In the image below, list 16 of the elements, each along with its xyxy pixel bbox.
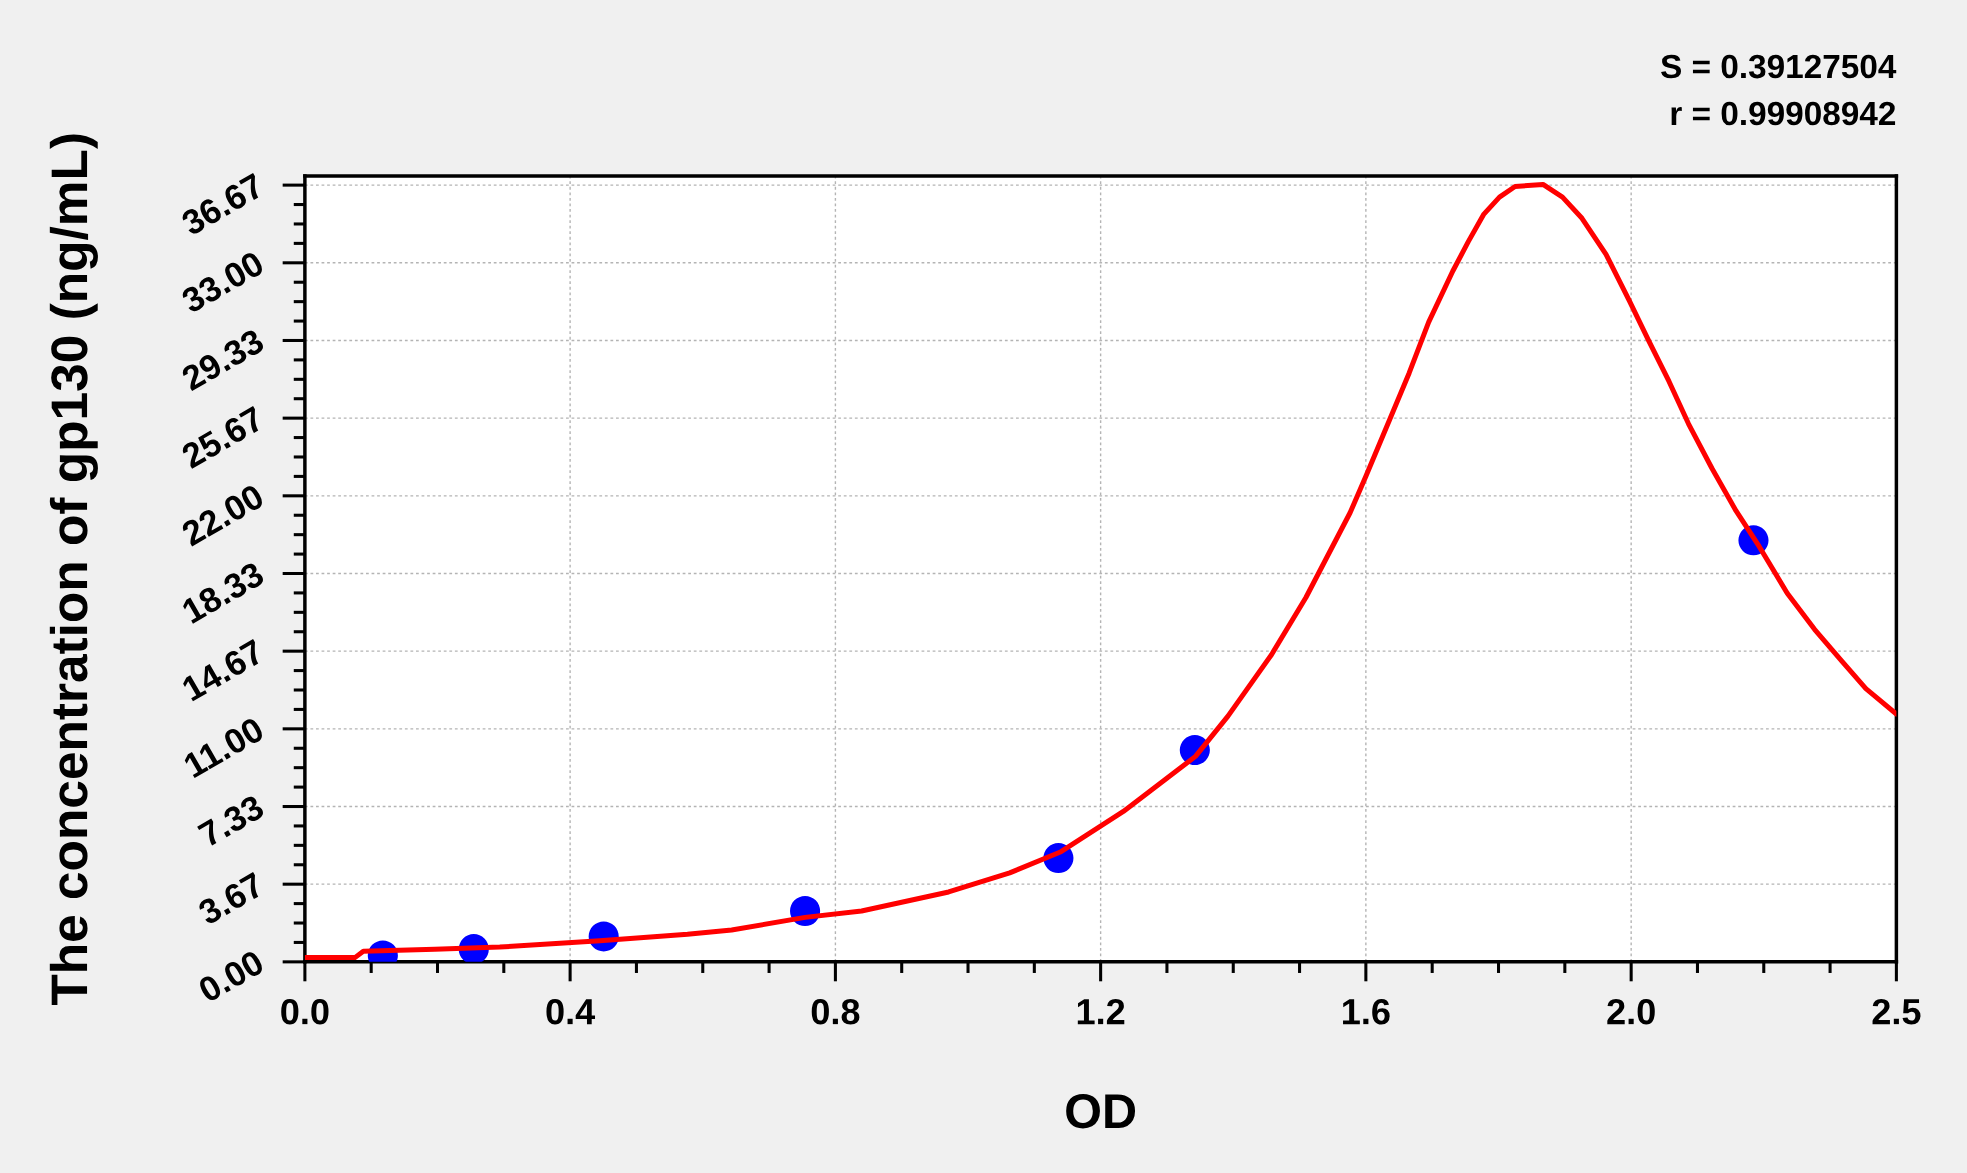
x-tick-label: 0.0 [281, 998, 329, 1025]
text: r = 0.99908942 [1671, 101, 1896, 126]
x-tick-label: 2.5 [1872, 998, 1921, 1025]
x-tick-label: 2.0 [1607, 998, 1655, 1025]
x-tick-label: 0.4 [546, 998, 596, 1025]
y-tick-label: 11.00 [182, 716, 266, 779]
x-tick-label: 1.2 [1077, 998, 1125, 1025]
y-tick-label: 0.00 [196, 949, 266, 1004]
x-tick-label: 1.6 [1343, 998, 1390, 1025]
y-tick-label: 7.33 [196, 793, 266, 848]
y-axis-title: The concentration of gp130 (ng/mL) [49, 134, 98, 1006]
x-axis-title: OD [1066, 1094, 1136, 1129]
y-tick-label: 33.00 [179, 250, 266, 314]
y-tick-label: 3.67 [196, 871, 266, 926]
text: S = 0.39127504 [1661, 54, 1897, 79]
x-tick-label: 0.8 [811, 998, 860, 1025]
